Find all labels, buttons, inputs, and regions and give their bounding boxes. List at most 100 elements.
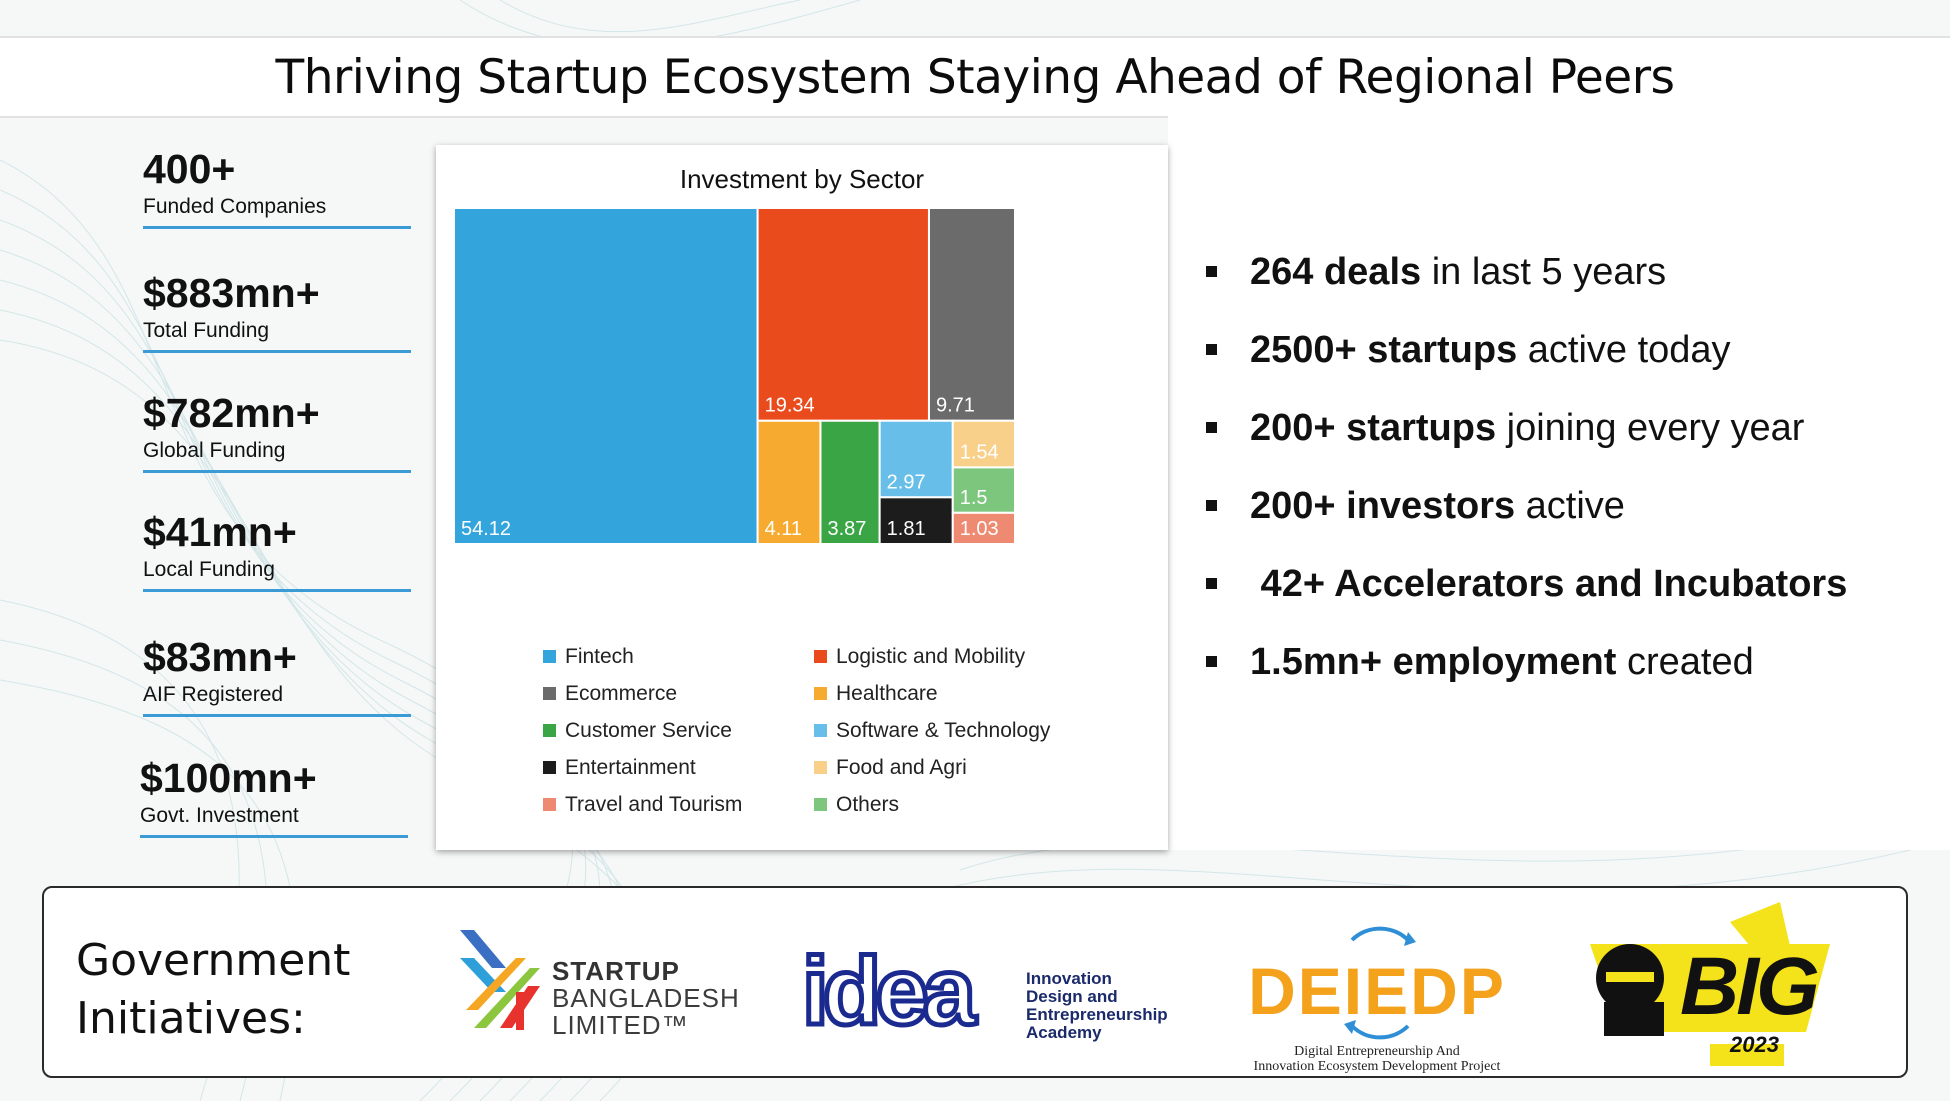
list-item: 42+ Accelerators and Incubators	[1206, 560, 1847, 638]
treemap-label-food-and-agri: 1.54	[960, 441, 999, 463]
deiedp-wordmark: DEIEDP	[1248, 954, 1506, 1028]
idea-line3: Entrepreneurship	[1026, 1005, 1168, 1024]
deiedp-mark-icon: DEIEDP	[1248, 926, 1506, 1040]
stat-total-funding: $883mn+ Total Funding	[143, 270, 411, 353]
treemap-chart: Investment by Sector 54.12 19.34 9.71 4.11 3…	[453, 164, 1051, 816]
chart-title: Investment by Sector	[680, 164, 925, 194]
stat-label: Local Funding	[143, 558, 275, 581]
treemap-label-ecommerce: 9.71	[936, 395, 975, 417]
list-item: 200+ startups joining every year	[1206, 404, 1847, 482]
stat-local-funding: $41mn+ Local Funding	[143, 509, 411, 592]
idea-wordmark-icon: idea	[800, 950, 985, 1040]
treemap-label-others: 1.5	[960, 487, 988, 509]
idea-line4: Academy	[1026, 1023, 1102, 1042]
deiedp-line2: Innovation Ecosystem Development Project	[1253, 1059, 1501, 1074]
legend-label-entertainment: Entertainment	[565, 756, 696, 779]
gov-label-line1: Government	[76, 935, 351, 986]
government-initiatives-box: Government Initiatives: STARTUP BANGLADE…	[42, 886, 1908, 1078]
treemap-label-customer-service: 3.87	[827, 518, 866, 540]
legend-swatch-others	[814, 798, 827, 811]
legend-label-ecommerce: Ecommerce	[565, 682, 677, 705]
stat-value: $883mn+	[143, 270, 320, 316]
bullet-rest: in last 5 years	[1421, 251, 1667, 293]
treemap-label-healthcare: 4.11	[765, 518, 802, 540]
bullet-bold: 1.5mn+ employment	[1250, 641, 1617, 683]
treemap-chart-card: Investment by Sector 54.12 19.34 9.71 4.11 3…	[436, 145, 1168, 850]
legend-label-software-technology: Software & Technology	[836, 719, 1051, 742]
startup-bangladesh-wordmark: STARTUP BANGLADESH LIMITED™	[552, 958, 740, 1039]
stat-global-funding: $782mn+ Global Funding	[143, 390, 411, 473]
treemap-label-logistic-and-mobility: 19.34	[765, 395, 815, 417]
bullet-bold: 200+ investors	[1250, 485, 1516, 527]
legend-swatch-customer-service	[543, 724, 556, 737]
gov-label-line2: Initiatives:	[76, 993, 306, 1044]
legend-label-logistic-and-mobility: Logistic and Mobility	[836, 645, 1026, 668]
bullet-bold: 2500+ startups	[1250, 329, 1518, 371]
legend-swatch-entertainment	[543, 761, 556, 774]
treemap-rect-ecommerce	[927, 207, 1017, 422]
legend-swatch-logistic-and-mobility	[814, 650, 827, 663]
big-emblem-icon	[1590, 902, 1830, 1066]
treemap-label-entertainment: 1.81	[887, 518, 926, 540]
deiedp-line1: Digital Entrepreneurship And	[1294, 1044, 1460, 1059]
stat-value: $83mn+	[143, 634, 297, 680]
idea-line1: Innovation	[1026, 969, 1112, 988]
legend-label-travel-and-tourism: Travel and Tourism	[565, 793, 742, 816]
stat-label: Funded Companies	[143, 195, 327, 218]
startup-bangladesh-mark-icon	[460, 930, 540, 1030]
list-item: 264 deals in last 5 years	[1206, 248, 1847, 326]
treemap-rect-food-and-agri	[951, 419, 1016, 469]
startup-bangladesh-logo: STARTUP BANGLADESH LIMITED™	[456, 928, 816, 1039]
big-wordmark: BIG	[1680, 941, 1820, 1032]
highlights-list: 264 deals in last 5 years 2500+ startups…	[1206, 248, 1847, 716]
treemap-rect-customer-service	[819, 419, 881, 546]
legend-swatch-fintech	[543, 650, 556, 663]
idea-line2: Design and	[1026, 987, 1118, 1006]
legend-swatch-travel-and-tourism	[543, 798, 556, 811]
stat-label: Global Funding	[143, 439, 286, 462]
big-year: 2023	[1730, 1032, 1779, 1057]
stat-aif-registered: $83mn+ AIF Registered	[143, 634, 411, 717]
treemap-rect-entertainment	[878, 496, 954, 545]
bullet-bold: 42+ Accelerators and Incubators	[1250, 563, 1848, 605]
legend-label-customer-service: Customer Service	[565, 719, 732, 742]
idea-subtitle: Innovation Design and Entrepreneurship A…	[1026, 970, 1168, 1042]
bullet-rest: created	[1616, 641, 1754, 683]
stat-govt-investment: $100mn+ Govt. Investment	[140, 755, 408, 838]
right-panel	[1168, 114, 1950, 850]
stat-value: 400+	[143, 146, 236, 192]
treemap-label-software-technology: 2.97	[887, 471, 926, 493]
legend-swatch-software-technology	[814, 724, 827, 737]
bullet-rest: joining every year	[1496, 407, 1805, 449]
legend-label-healthcare: Healthcare	[836, 682, 938, 705]
legend-swatch-ecommerce	[543, 687, 556, 700]
legend-label-others: Others	[836, 793, 899, 816]
stat-value: $782mn+	[143, 390, 320, 436]
idea-logo: idea Innovation Design and Entrepreneurs…	[800, 950, 1200, 1042]
stat-value: $100mn+	[140, 755, 317, 801]
list-item: 2500+ startups active today	[1206, 326, 1847, 404]
stat-value: $41mn+	[143, 509, 297, 555]
sb-line2: BANGLADESH	[552, 983, 740, 1013]
sb-line1: STARTUP	[552, 956, 680, 986]
legend-label-food-and-agri: Food and Agri	[836, 756, 967, 779]
stat-label: Govt. Investment	[140, 804, 299, 827]
sb-line3: LIMITED™	[552, 1010, 689, 1040]
list-item: 200+ investors active	[1206, 482, 1847, 560]
legend-swatch-healthcare	[814, 687, 827, 700]
stat-label: AIF Registered	[143, 683, 284, 706]
bullet-rest: active	[1515, 485, 1625, 527]
government-initiatives-label: Government Initiatives:	[76, 932, 350, 1048]
bullet-bold: 200+ startups	[1250, 407, 1497, 449]
treemap-label-travel-and-tourism: 1.03	[960, 518, 999, 540]
big-2023-logo: BIG 2023	[1580, 902, 1880, 1072]
page-title: Thriving Startup Ecosystem Staying Ahead…	[275, 49, 1675, 105]
legend-swatch-food-and-agri	[814, 761, 827, 774]
bullet-rest: active today	[1517, 329, 1731, 371]
treemap-rect-fintech	[453, 207, 759, 545]
stat-funded-companies: 400+ Funded Companies	[143, 146, 411, 229]
treemap-label-fintech: 54.12	[461, 518, 511, 540]
deiedp-subtitle: Digital Entrepreneurship And Innovation …	[1212, 1044, 1542, 1074]
deiedp-logo: DEIEDP Digital Entrepreneurship And Inno…	[1212, 922, 1542, 1074]
title-band: Thriving Startup Ecosystem Staying Ahead…	[0, 36, 1950, 118]
